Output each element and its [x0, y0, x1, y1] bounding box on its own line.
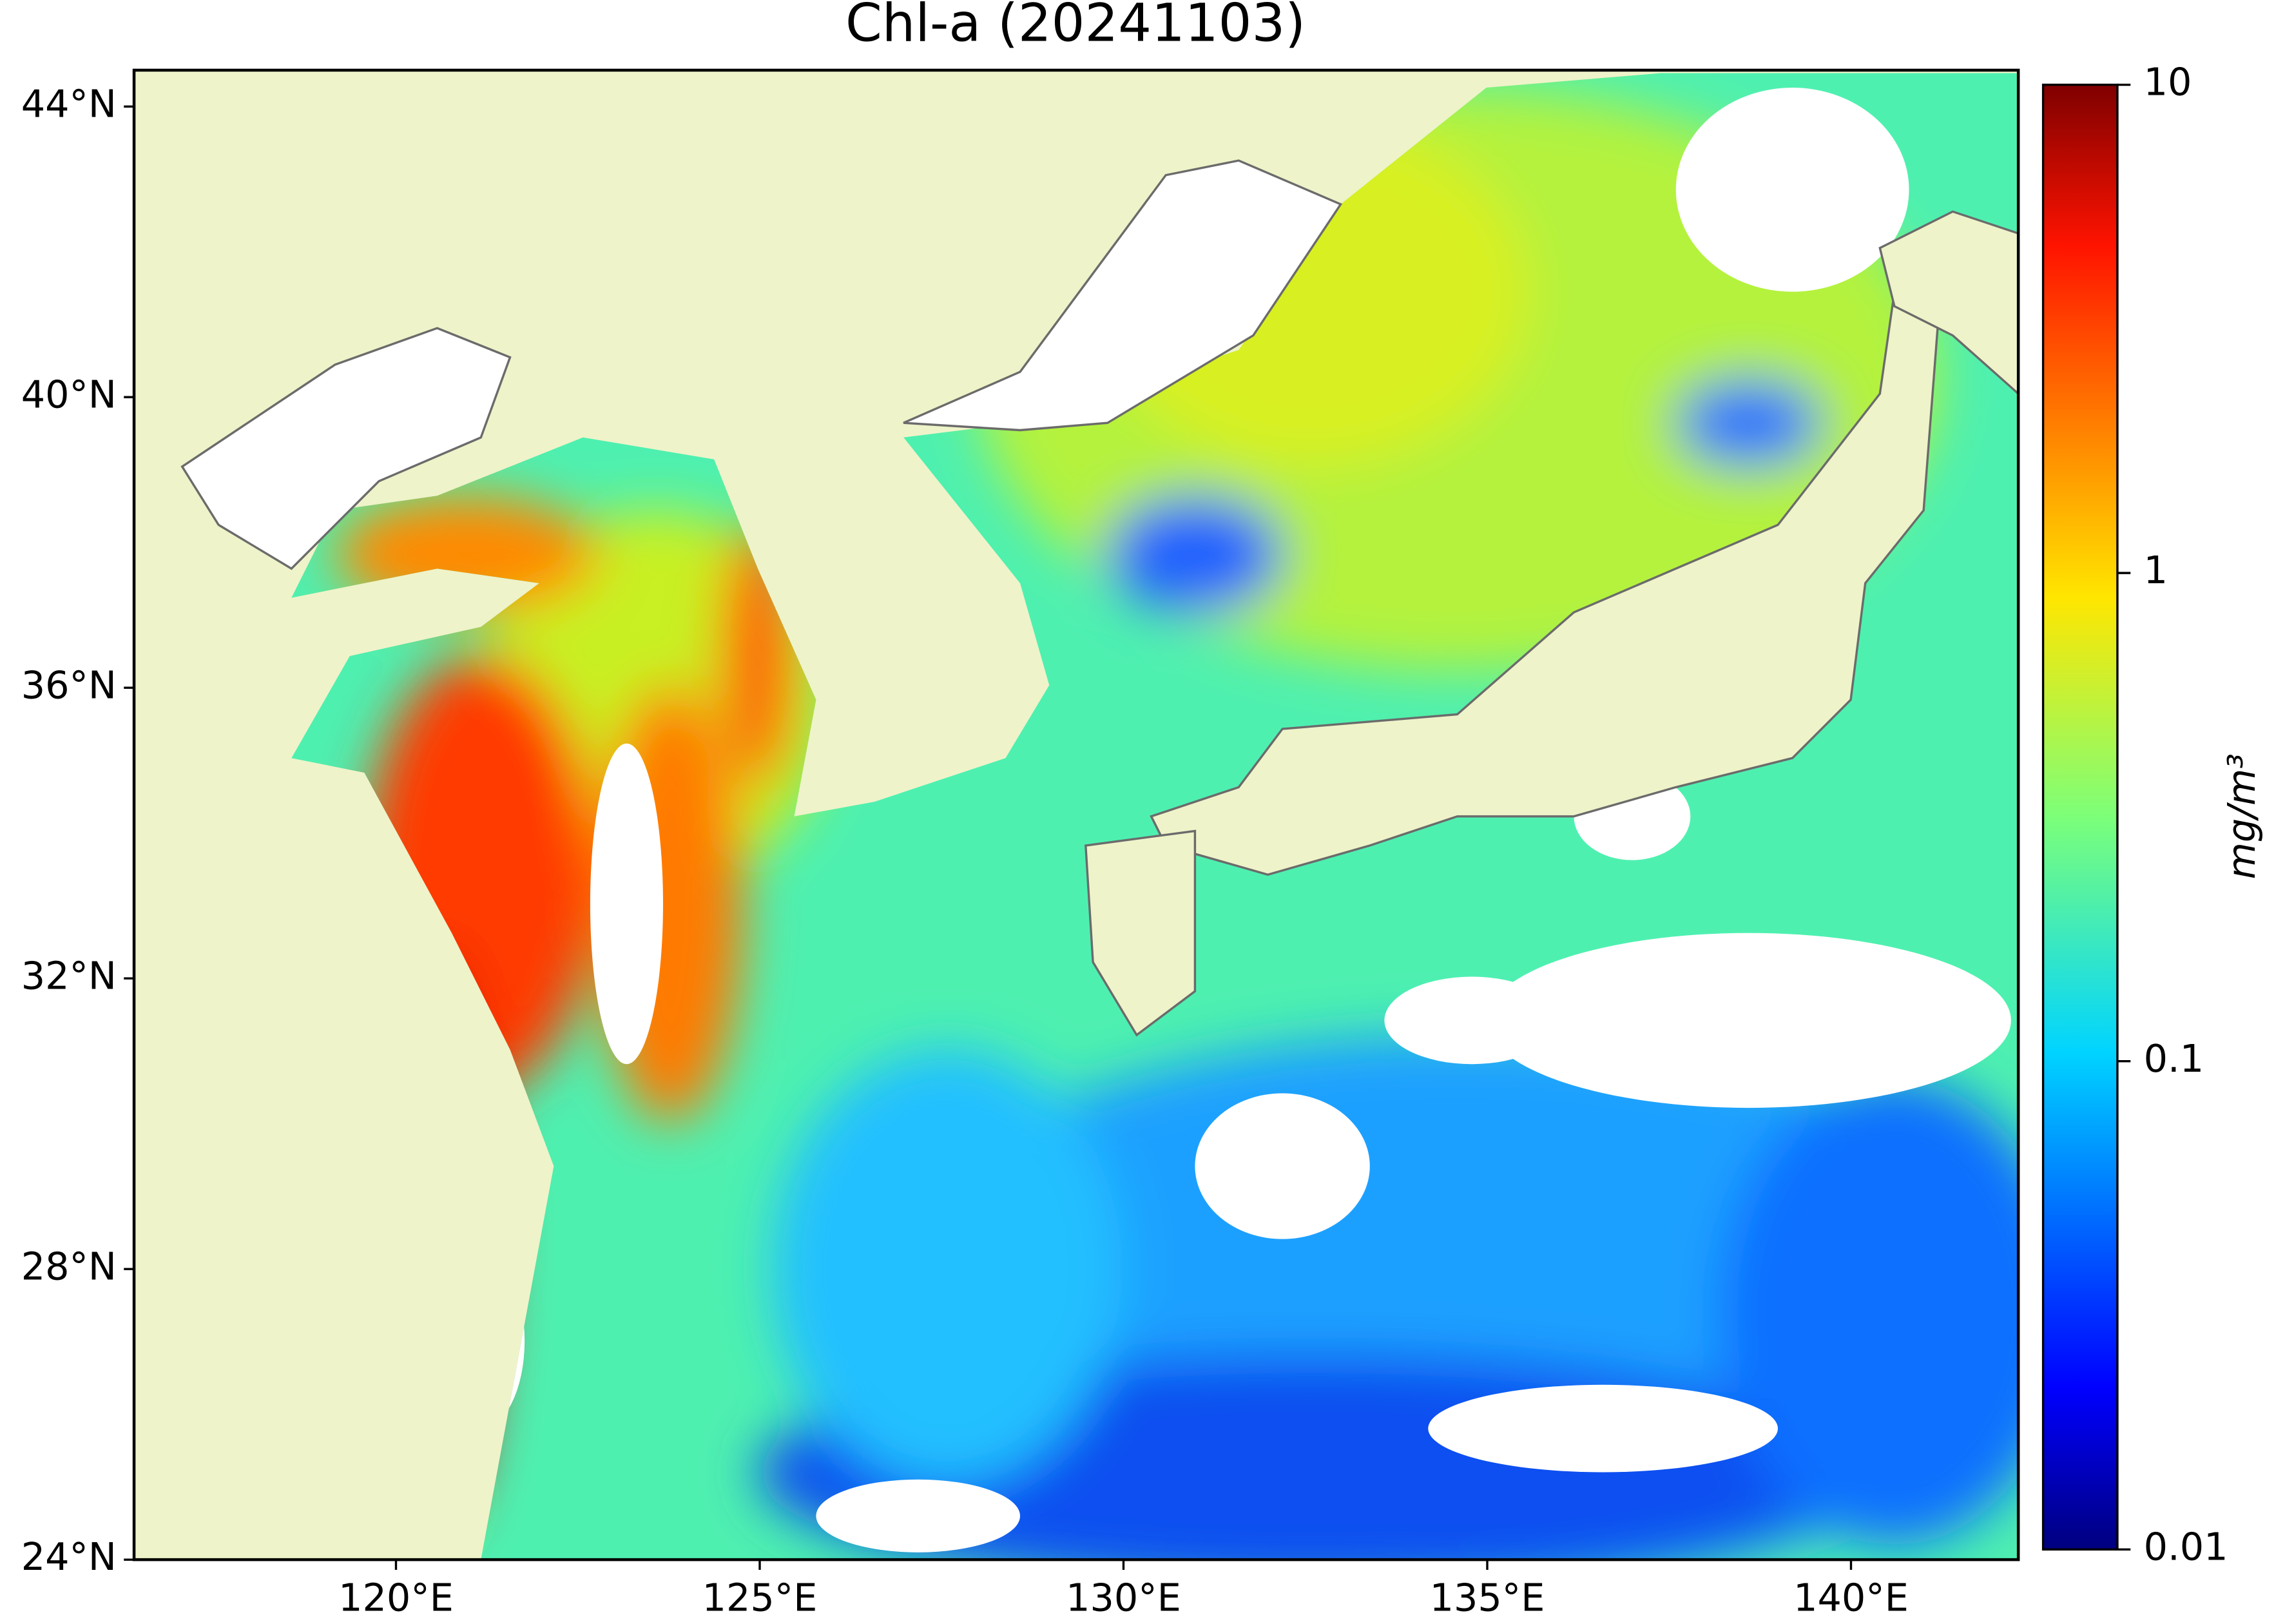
y-tick-label: 28°N — [21, 1244, 117, 1288]
colorbar-tick-label: 10 — [2144, 60, 2192, 104]
land-honshu — [1150, 289, 1940, 876]
land-kyushu — [1085, 829, 1197, 1037]
land-masked-bohai — [180, 327, 512, 570]
x-tick-label: 130°E — [1066, 1576, 1181, 1620]
y-tick-label: 44°N — [21, 81, 117, 126]
x-tick-label: 140°E — [1793, 1576, 1909, 1620]
land-hokkaido — [1878, 210, 2019, 396]
map-title: Chl-a (20241103) — [845, 0, 1306, 54]
map-frame — [132, 68, 2020, 1561]
y-tick-label: 40°N — [21, 372, 117, 416]
x-tick-label: 125°E — [702, 1576, 818, 1620]
colorbar — [2041, 83, 2119, 1551]
y-tick-label: 24°N — [21, 1534, 117, 1579]
colorbar-tick-label: 1 — [2144, 548, 2168, 592]
y-tick-label: 32°N — [21, 953, 117, 998]
colorbar-label: mg/m³ — [2219, 753, 2264, 879]
y-tick-label: 36°N — [21, 662, 117, 707]
colorbar-tick-label: 0.1 — [2144, 1036, 2204, 1081]
map-area — [134, 70, 2019, 1560]
x-tick-label: 135°E — [1430, 1576, 1545, 1620]
x-tick-label: 120°E — [338, 1576, 454, 1620]
colorbar-tick-label: 0.01 — [2144, 1524, 2228, 1569]
land-masked-north — [903, 159, 1343, 432]
